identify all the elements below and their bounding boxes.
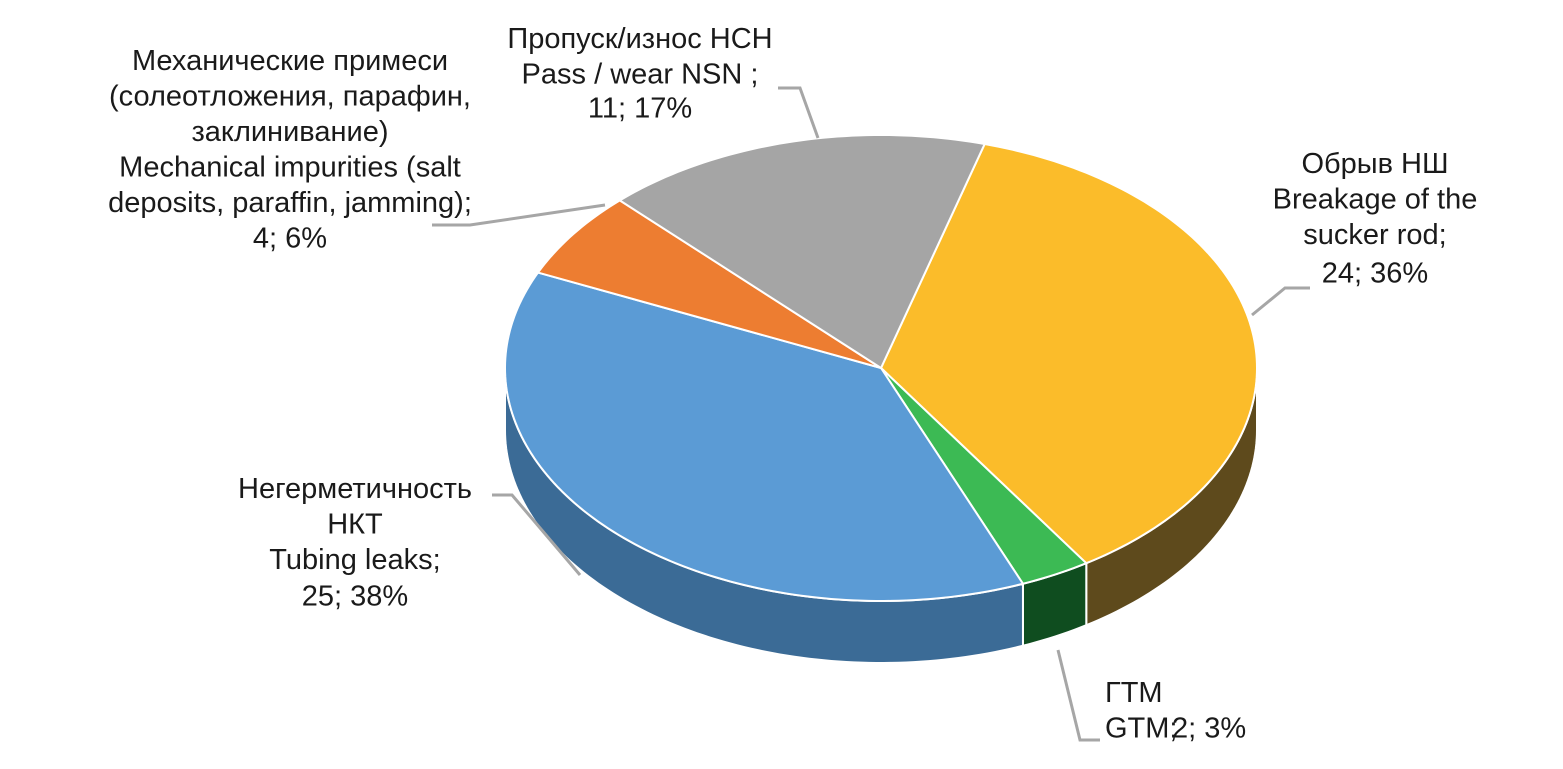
- label-line: заклинивание): [192, 116, 389, 148]
- value-label: 24; 36%: [1322, 258, 1428, 290]
- pie-slice: [618, 134, 986, 369]
- leader-line: [432, 203, 606, 227]
- value-label: 4; 6%: [253, 223, 327, 255]
- pie-slice: [880, 367, 1088, 585]
- label-line: (солеотложения, парафин,: [109, 80, 471, 112]
- slice-label: Обрыв НШ Breakage of the sucker rod;: [1273, 148, 1478, 251]
- slice-label: Негерметичность НКТ Tubing leaks;: [238, 473, 472, 576]
- label-line: deposits, paraffin, jamming);: [108, 187, 472, 219]
- label-line: Tubing leaks;: [269, 544, 440, 576]
- label-line: Пропуск/износ НСН: [507, 23, 772, 55]
- value-label: 2; 3%: [1172, 713, 1246, 745]
- pie-slice: [536, 199, 882, 369]
- label-line: Pass / wear NSN ;: [522, 58, 759, 90]
- label-line: Mechanical impurities (salt: [119, 151, 461, 183]
- pie-slice: [504, 271, 1024, 602]
- label-line: Обрыв НШ: [1301, 148, 1448, 180]
- label-line: Негерметичность: [238, 473, 472, 505]
- pie-slice: [880, 143, 1258, 565]
- label-line: Механические примеси: [132, 45, 448, 77]
- leader-line: [778, 86, 820, 139]
- label-line: GTM;: [1105, 712, 1178, 744]
- pie-tops: [504, 134, 1258, 602]
- slice-label: Пропуск/износ НСН Pass / wear NSN ;: [507, 23, 772, 91]
- value-label: 25; 38%: [302, 581, 408, 613]
- label-line: НКТ: [327, 508, 383, 540]
- leader-line: [1251, 286, 1310, 317]
- label-line: ГТМ: [1105, 677, 1163, 709]
- slice-label: ГТМ GTM;: [1105, 677, 1178, 745]
- slice-label: Механические примеси (солеотложения, пара…: [108, 45, 472, 219]
- leader-line: [1056, 649, 1100, 742]
- value-label: 11; 17%: [588, 93, 692, 125]
- label-line: Breakage of the: [1273, 183, 1478, 215]
- label-line: sucker rod;: [1303, 219, 1446, 251]
- leader-line: [492, 493, 582, 576]
